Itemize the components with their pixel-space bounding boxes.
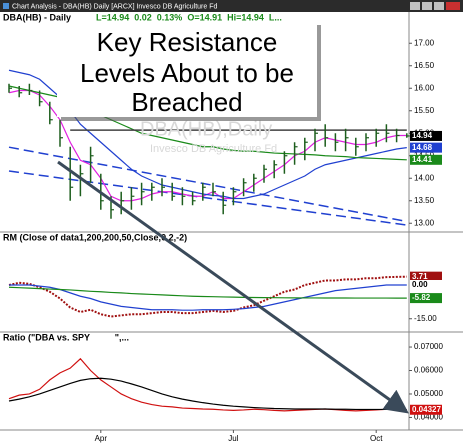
x-tick-label: Apr — [95, 434, 108, 443]
button-maximize[interactable] — [434, 2, 444, 10]
button-close[interactable] — [446, 2, 460, 10]
arrow — [57, 160, 409, 414]
y-tick-label: 17.00 — [414, 38, 435, 47]
y-tick-label: 0.06000 — [414, 366, 443, 375]
annotation-line: Levels About to be — [80, 58, 294, 88]
annotation-line: Key Resistance — [97, 27, 278, 57]
value-label: 14.94 — [412, 131, 433, 140]
y-tick-label: -15.00 — [414, 314, 437, 323]
series-line — [8, 357, 407, 412]
value-label: 0.04327 — [412, 405, 441, 414]
y-tick-label: 15.50 — [414, 106, 435, 115]
y-tick-label: 0.07000 — [414, 342, 443, 351]
value-box — [410, 271, 442, 282]
x-tick-label: Oct — [370, 434, 383, 443]
button-s[interactable] — [410, 2, 420, 10]
y-tick-label: 14.00 — [414, 173, 435, 182]
y-tick-label: 16.00 — [414, 83, 435, 92]
panel-title: DBA(HB) - Daily — [3, 12, 71, 22]
plot-layer: 13.0013.5014.0014.5015.0015.5016.0016.50… — [8, 38, 443, 443]
y-tick-label: 0.04000 — [414, 413, 443, 422]
value-box — [410, 154, 442, 165]
value-box — [410, 280, 442, 290]
series-line — [8, 377, 407, 411]
value-label: -5.82 — [412, 293, 431, 302]
y-tick-label: 13.50 — [414, 196, 435, 205]
y-tick-label: 16.50 — [414, 61, 435, 70]
trend-line — [8, 146, 407, 223]
watermark: Invesco DB Agriculture Fd — [150, 143, 277, 155]
watermark: DBA(HB),Daily — [140, 118, 272, 140]
panel-subtitle: L=14.94 0.02 0.13% O=14.91 Hi=14.94 L... — [96, 12, 282, 22]
x-tick-label: Jul — [228, 434, 238, 443]
series-line — [8, 89, 407, 202]
annotation-line: Breached — [131, 87, 242, 117]
app-icon — [3, 3, 9, 9]
button-minimize[interactable] — [422, 2, 432, 10]
value-label: 14.41 — [412, 155, 433, 164]
panel-title: Ratio ("DBA vs. SPY ",... — [3, 332, 129, 342]
value-box — [410, 293, 442, 304]
annotation-box — [57, 21, 317, 117]
value-label: 3.71 — [412, 272, 428, 281]
series-line — [8, 286, 407, 299]
series-line — [8, 275, 407, 318]
panel-title: RM (Close of data1,200,200,50,Close,0,2,… — [3, 232, 187, 242]
series-line — [9, 284, 407, 311]
value-label: 0.00 — [412, 280, 428, 289]
trend-line — [8, 170, 407, 226]
y-tick-label: 0.05000 — [414, 389, 443, 398]
title-bar — [0, 0, 463, 12]
value-box — [410, 404, 442, 415]
value-box — [410, 130, 442, 141]
y-tick-label: 13.00 — [414, 218, 435, 227]
value-label: 14.68 — [412, 143, 433, 152]
window-title: Chart Analysis - DBA(HB) Daily [ARCX] In… — [12, 3, 218, 10]
value-box — [410, 142, 442, 153]
